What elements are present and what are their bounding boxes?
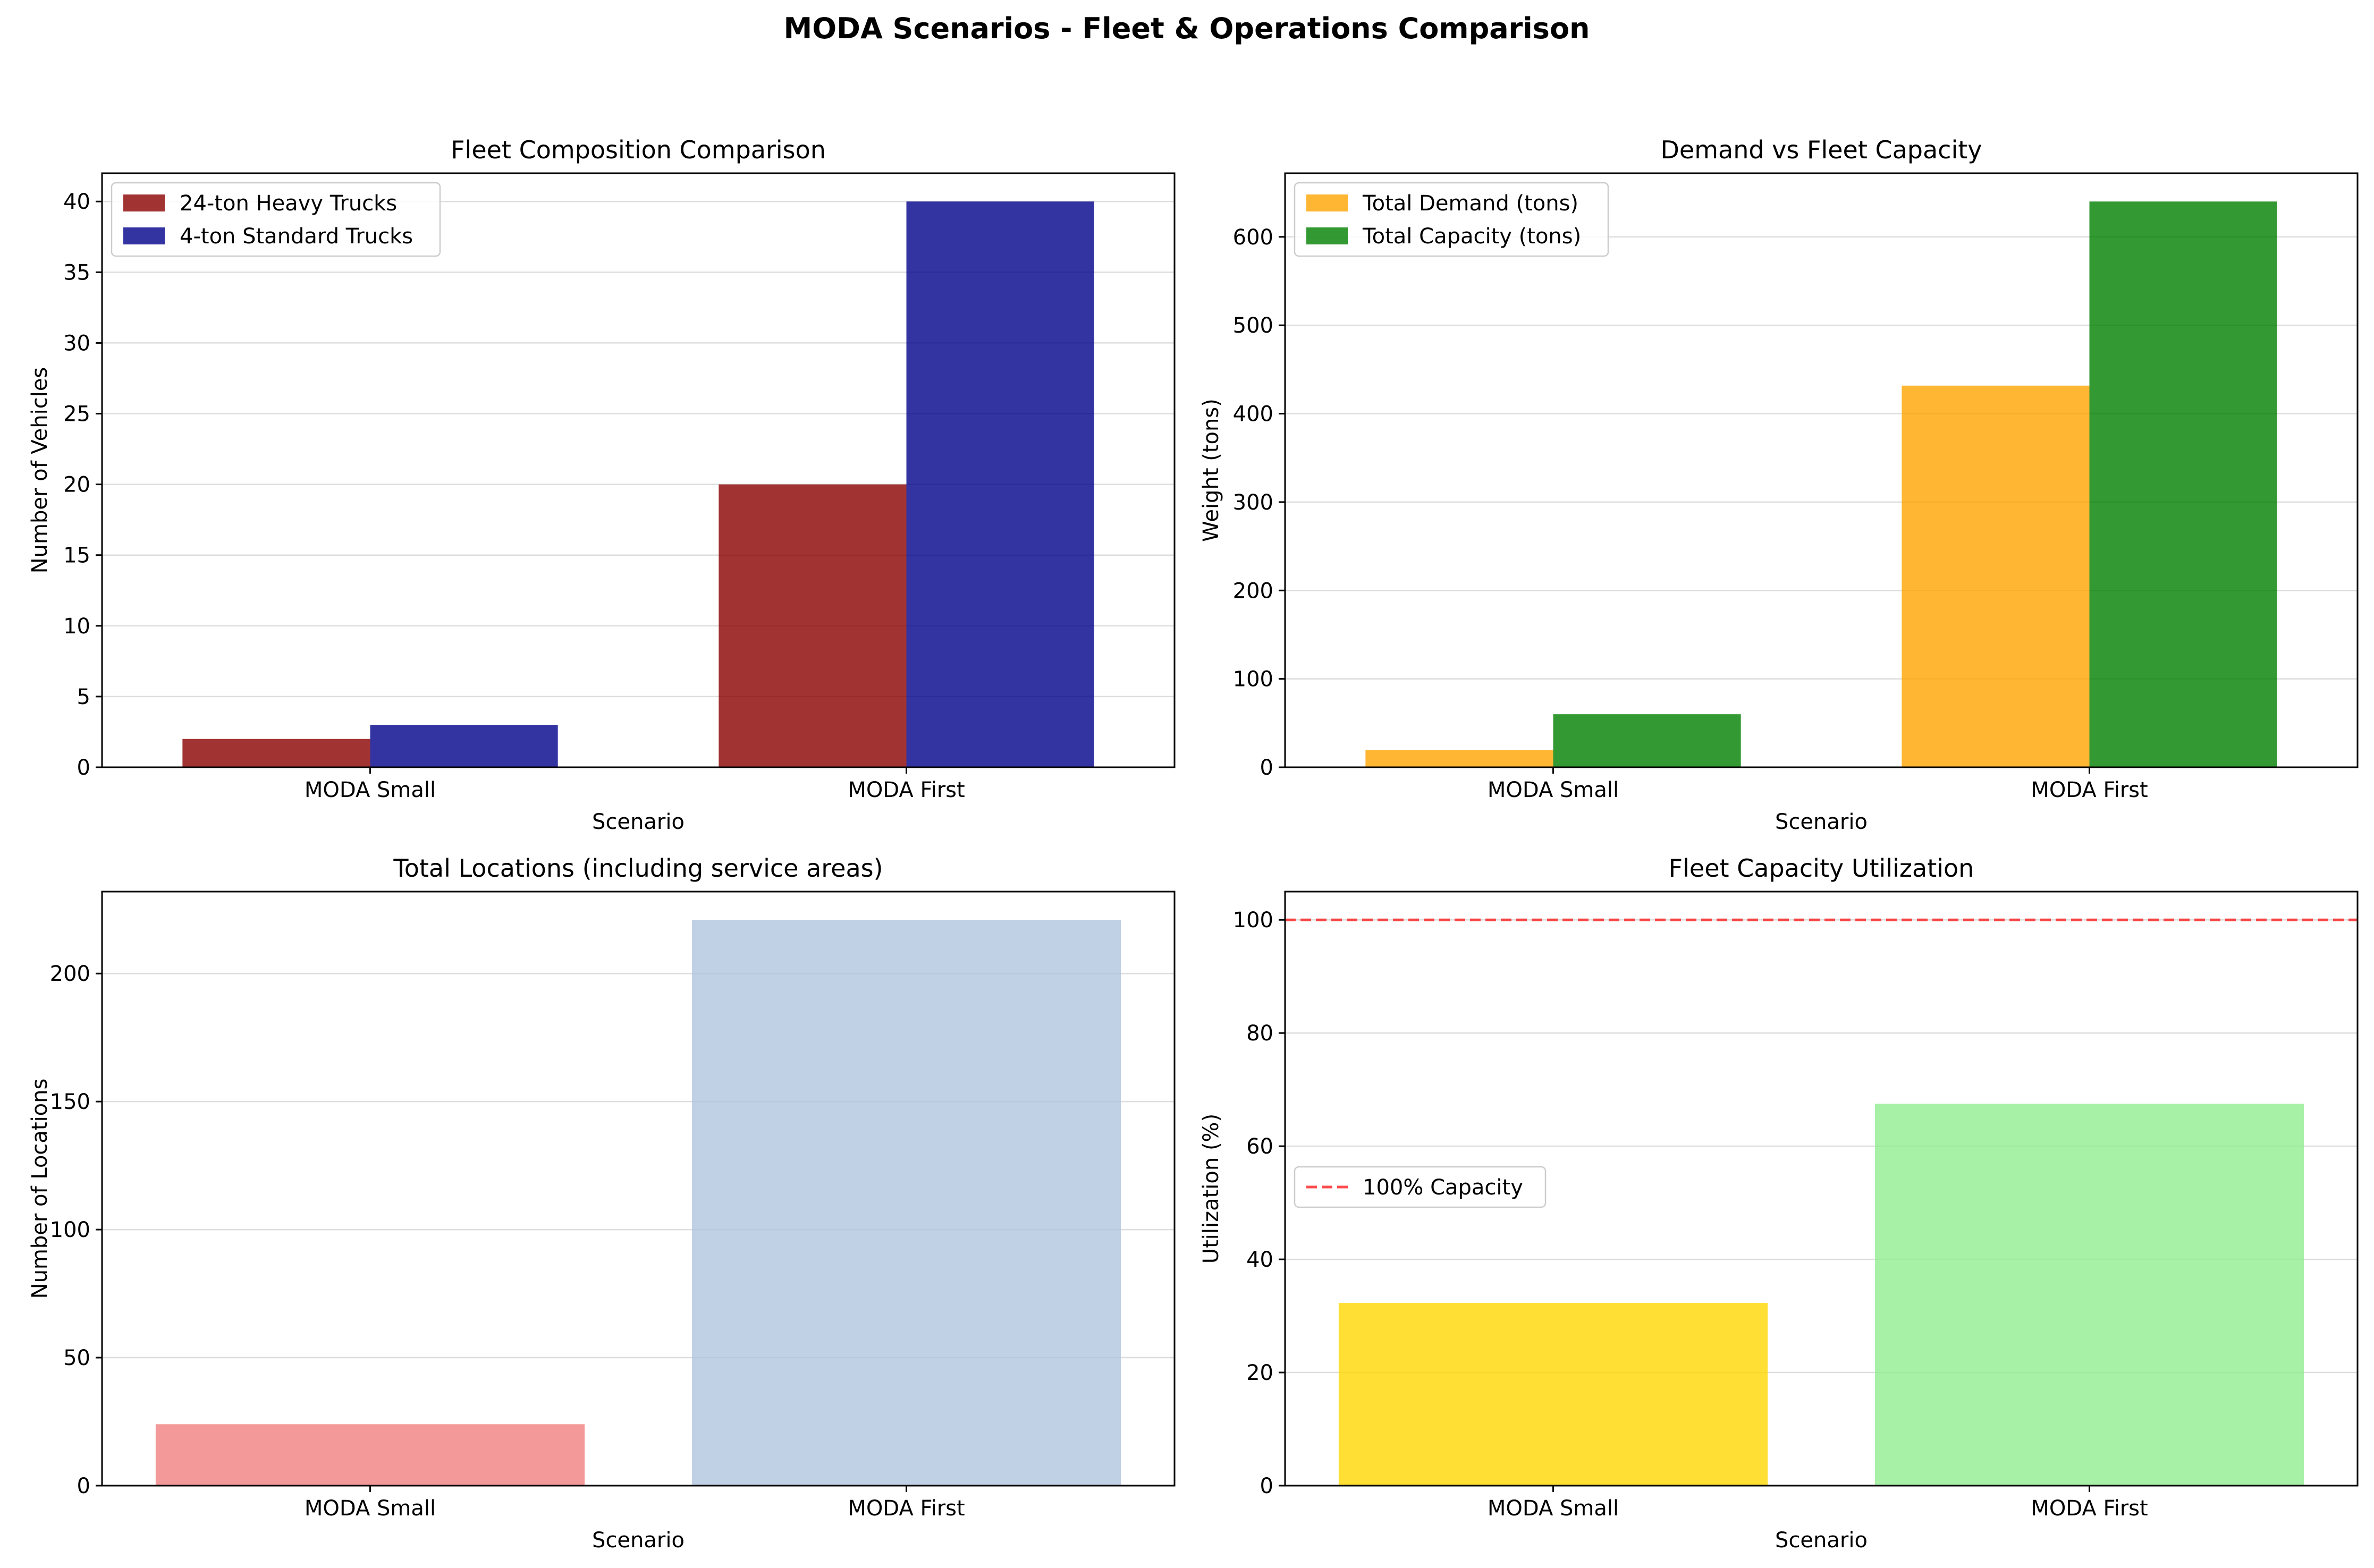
x-tick-label: MODA Small (305, 1496, 436, 1521)
legend-box (111, 182, 441, 257)
x-tick-label: MODA Small (305, 778, 436, 802)
y-tick-label: 300 (1233, 490, 1273, 515)
utilization-panel: 0 20 40 60 80 100 MODA Small MODA First Fleet Ca… (1199, 854, 2359, 1553)
y-tick-label: 60 (1246, 1134, 1273, 1159)
y-tick-label: 25 (63, 402, 90, 427)
y-tick-label: 200 (1233, 579, 1273, 603)
bar (1902, 385, 2090, 767)
x-tick-label: MODA First (2031, 778, 2148, 802)
y-tick-label: 100 (50, 1218, 90, 1242)
figure-title: MODA Scenarios - Fleet & Operations Comp… (784, 12, 1590, 45)
y-axis-label: Number of Locations (28, 1079, 52, 1299)
bar (691, 920, 1121, 1486)
y-tick-label: 10 (63, 614, 90, 639)
legend-label: 4-ton Standard Trucks (180, 224, 413, 249)
x-tick-label: MODA Small (1488, 778, 1619, 802)
y-tick-label: 500 (1233, 313, 1273, 338)
legend-label: 100% Capacity (1363, 1175, 1523, 1200)
y-tick-label: 600 (1233, 225, 1273, 250)
demand-capacity-panel: 0 100 200 300 400 500 600 MODA Small MODA First D… (1199, 135, 2359, 834)
legend-swatch (123, 227, 165, 244)
y-tick-label: 200 (50, 962, 90, 986)
legend-box (1294, 1166, 1547, 1208)
y-tick-label: 30 (63, 331, 90, 355)
bar (1338, 1303, 1768, 1486)
bar (719, 484, 907, 767)
y-tick-label: 50 (63, 1346, 90, 1370)
axes-title: Demand vs Fleet Capacity (1660, 135, 1982, 164)
x-axis-label: Scenario (1775, 1528, 1868, 1553)
x-axis-label: Scenario (592, 1528, 685, 1553)
fleet-composition-panel: 0 5 10 15 20 25 30 35 40 MODA Small MODA First Flee… (28, 135, 1176, 834)
y-tick-label: 5 (77, 685, 90, 709)
bar (1365, 750, 1553, 767)
legend-swatch (1306, 194, 1348, 211)
y-tick-label: 80 (1246, 1021, 1273, 1046)
y-tick-label: 40 (1246, 1248, 1273, 1272)
axes-title: Total Locations (including service areas… (393, 854, 883, 883)
axes-frame (1284, 891, 2359, 1487)
y-tick-label: 0 (77, 756, 90, 780)
axes-frame (101, 172, 1176, 768)
axes-frame (101, 891, 1176, 1487)
y-tick-label: 40 (63, 190, 90, 214)
legend-swatch (1306, 227, 1348, 244)
y-tick-label: 400 (1233, 402, 1273, 427)
x-tick-label: MODA First (848, 1496, 965, 1521)
y-axis-label: Number of Vehicles (28, 367, 52, 574)
bar (182, 739, 370, 767)
y-axis-label: Weight (tons) (1199, 399, 1223, 542)
bar (370, 725, 558, 767)
y-tick-label: 100 (1233, 667, 1273, 692)
legend-label: Total Demand (tons) (1362, 191, 1578, 216)
axes-title: Fleet Composition Comparison (451, 135, 826, 164)
bar (155, 1424, 585, 1486)
y-tick-label: 35 (63, 260, 90, 285)
bar (1553, 714, 1741, 767)
y-tick-label: 20 (63, 473, 90, 497)
legend-box (1294, 182, 1609, 257)
bar (1874, 1104, 2304, 1486)
y-tick-label: 150 (50, 1090, 90, 1114)
x-axis-label: Scenario (1775, 810, 1868, 834)
x-axis-label: Scenario (592, 810, 685, 834)
legend-label: Total Capacity (tons) (1362, 224, 1581, 249)
axes-title: Fleet Capacity Utilization (1669, 854, 1974, 883)
x-tick-label: MODA First (848, 778, 965, 802)
y-tick-label: 20 (1246, 1361, 1273, 1385)
legend-label: 24-ton Heavy Trucks (180, 191, 397, 216)
x-tick-label: MODA First (2031, 1496, 2148, 1521)
legend-swatch (123, 194, 165, 211)
bar (906, 201, 1094, 768)
y-tick-label: 0 (1260, 756, 1273, 780)
total-locations-panel: 0 50 100 150 200 MODA Small MODA First Total Lo… (28, 854, 1176, 1553)
x-tick-label: MODA Small (1488, 1496, 1619, 1521)
y-tick-label: 0 (1260, 1474, 1273, 1498)
y-tick-label: 15 (63, 544, 90, 568)
y-tick-label: 100 (1233, 908, 1273, 933)
y-axis-label: Utilization (%) (1199, 1114, 1223, 1264)
y-tick-label: 0 (77, 1474, 90, 1498)
bar (2089, 201, 2277, 768)
axes-frame (1284, 172, 2359, 768)
